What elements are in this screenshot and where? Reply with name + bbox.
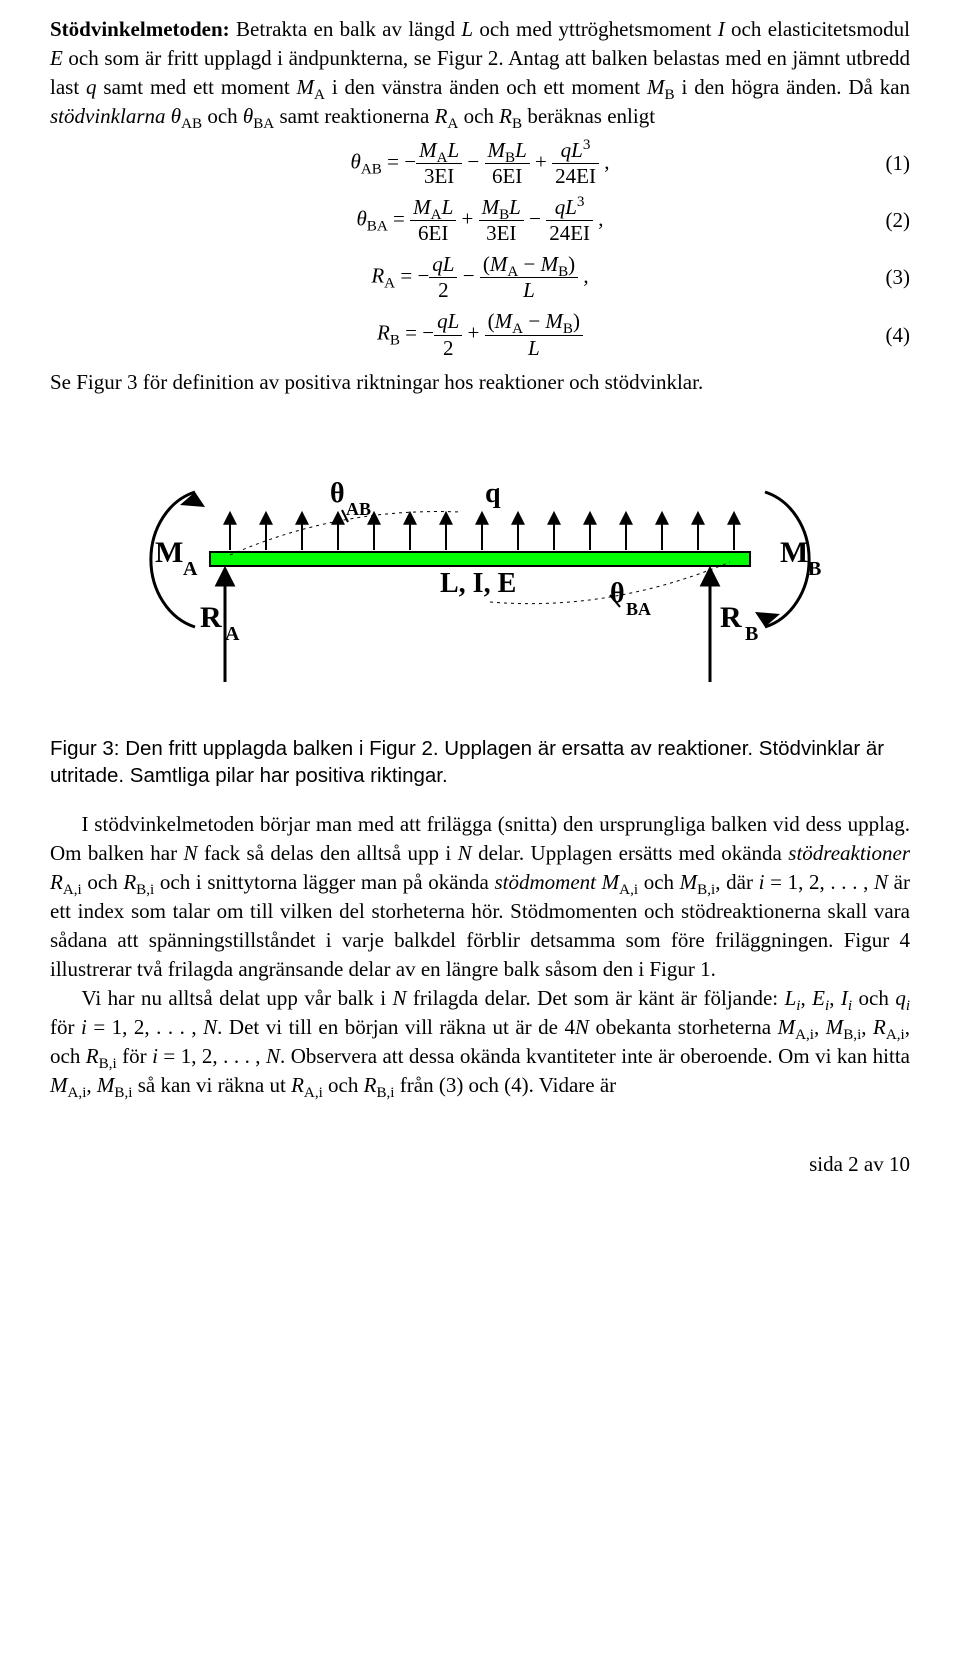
- eq-number-1: (1): [886, 149, 911, 178]
- svg-text:q: q: [485, 478, 501, 509]
- method-heading: Stödvinkelmetoden:: [50, 17, 230, 41]
- svg-text:M: M: [155, 536, 183, 569]
- svg-text:θ: θ: [330, 478, 345, 509]
- svg-text:A: A: [225, 623, 240, 645]
- svg-text:M: M: [780, 536, 808, 569]
- figure-3-caption: Figur 3: Den fritt upplagda balken i Fig…: [50, 735, 910, 790]
- svg-text:B: B: [745, 623, 758, 645]
- eq-number-4: (4): [886, 321, 911, 350]
- svg-text:B: B: [808, 558, 821, 580]
- svg-text:θ: θ: [610, 578, 625, 609]
- figure-3-beam-diagram: M A M B R A R B θ AB θ BA q L, I, E: [50, 447, 910, 695]
- beam-svg: M A M B R A R B θ AB θ BA q L, I, E: [80, 447, 880, 687]
- page-footer: sida 2 av 10: [50, 1150, 910, 1179]
- intro-paragraph: Stödvinkelmetoden: Betrakta en balk av l…: [50, 15, 910, 131]
- body-paragraph-2: I stödvinkelmetoden börjar man med att f…: [50, 810, 910, 984]
- equation-2: θBA = MAL6EI + MBL3EI − qL324EI , (2): [50, 196, 910, 245]
- after-eq-text: Se Figur 3 för definition av positiva ri…: [50, 368, 910, 397]
- svg-text:R: R: [200, 601, 222, 634]
- svg-text:AB: AB: [346, 499, 371, 519]
- equation-1: θAB = −MAL3EI − MBL6EI + qL324EI , (1): [50, 139, 910, 188]
- svg-text:BA: BA: [626, 599, 651, 619]
- svg-text:R: R: [720, 601, 742, 634]
- body-paragraph-3: Vi har nu alltså delat upp vår balk i N …: [50, 984, 910, 1100]
- page: Stödvinkelmetoden: Betrakta en balk av l…: [0, 0, 960, 1230]
- svg-text:A: A: [183, 558, 198, 580]
- eq-number-3: (3): [886, 263, 911, 292]
- svg-text:L, I, E: L, I, E: [440, 568, 516, 599]
- equation-4: RB = −qL2 + (MA − MB)L (4): [50, 310, 910, 359]
- equation-3: RA = −qL2 − (MA − MB)L , (3): [50, 253, 910, 302]
- eq-number-2: (2): [886, 206, 911, 235]
